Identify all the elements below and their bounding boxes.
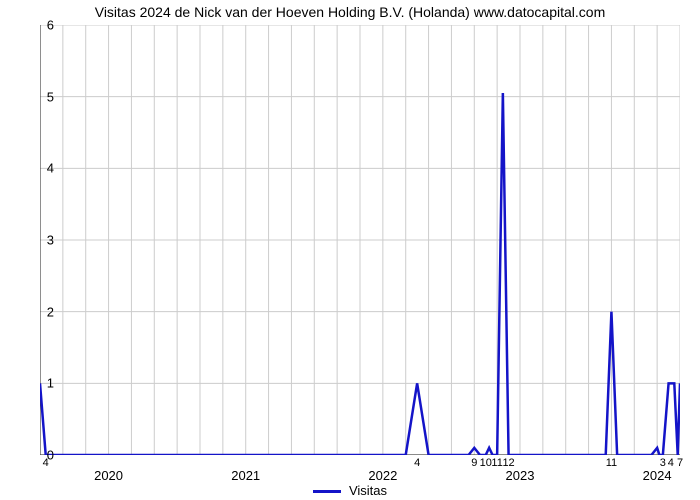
plot-area: [40, 25, 680, 455]
y-tick-label: 2: [47, 304, 54, 319]
x-tick-label-major: 2023: [506, 468, 535, 483]
y-tick-label: 3: [47, 233, 54, 248]
x-tick-label-minor: 10: [480, 457, 492, 469]
legend-label: Visitas: [349, 483, 387, 498]
x-tick-label-major: 2020: [94, 468, 123, 483]
x-tick-label-minor: 9: [471, 457, 477, 469]
x-tick-label-minor: 4: [668, 457, 674, 469]
x-tick-label-major: 2022: [368, 468, 397, 483]
x-tick-label-minor: 12: [502, 457, 514, 469]
y-tick-label: 4: [47, 161, 54, 176]
x-tick-label-minor: 4: [43, 457, 49, 469]
y-tick-label: 6: [47, 18, 54, 33]
x-tick-label-minor: 11: [491, 457, 502, 469]
x-tick-label-minor: 4: [414, 457, 420, 469]
legend-swatch: [313, 490, 341, 493]
chart-title: Visitas 2024 de Nick van der Hoeven Hold…: [0, 4, 700, 20]
x-tick-label-minor: 3: [660, 457, 666, 469]
x-tick-label-minor: 11: [606, 457, 617, 469]
x-tick-label-major: 2024: [643, 468, 672, 483]
chart-container: Visitas 2024 de Nick van der Hoeven Hold…: [0, 0, 700, 500]
x-tick-label-minor: 7: [677, 457, 683, 469]
chart-svg: [40, 25, 680, 455]
legend: Visitas: [0, 483, 700, 498]
y-tick-label: 1: [47, 376, 54, 391]
x-tick-label-major: 2021: [231, 468, 260, 483]
y-tick-label: 5: [47, 89, 54, 104]
